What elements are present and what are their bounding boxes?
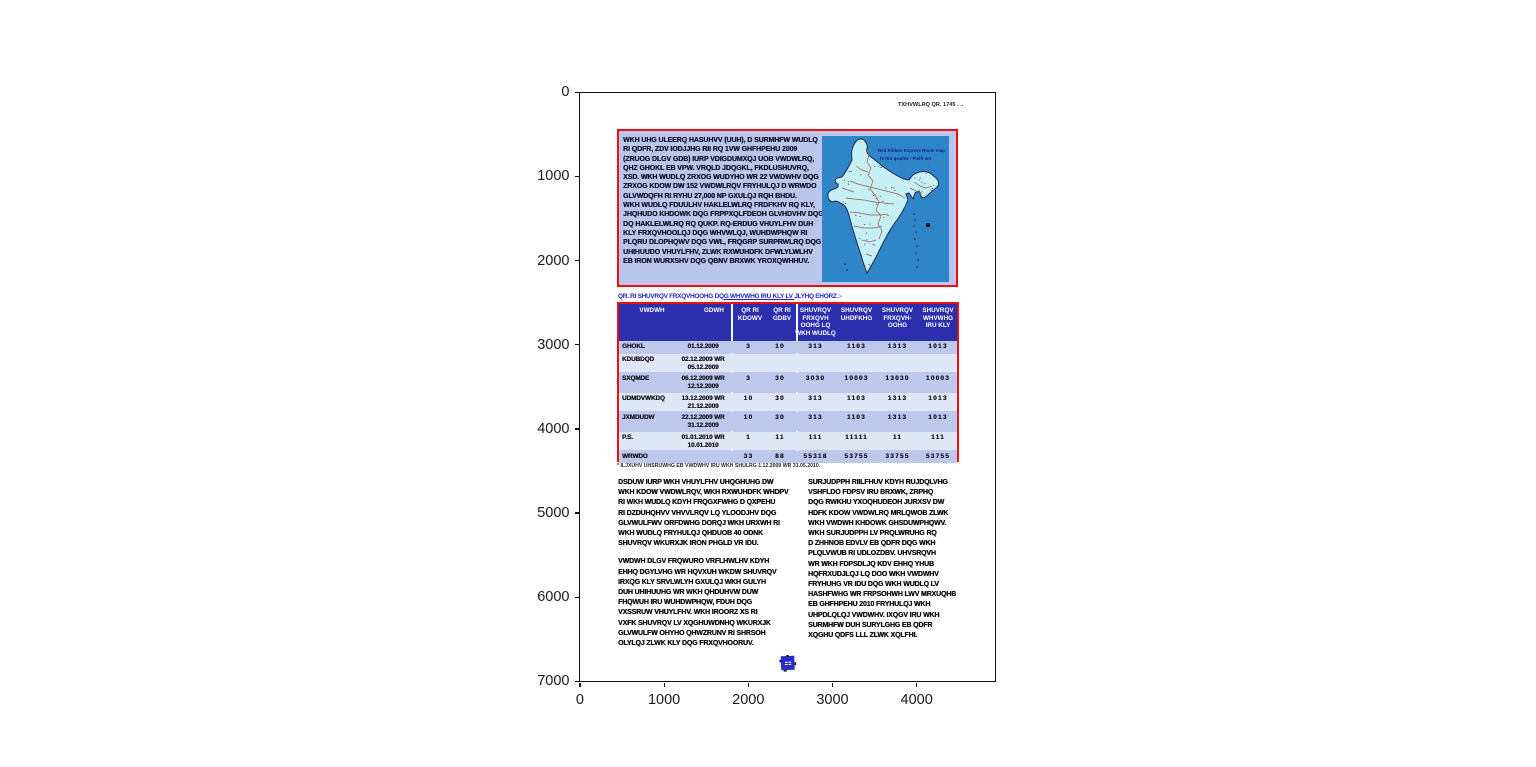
svg-text:fe ftru qwaftw - Pleffr wrt: fe ftru qwaftw - Pleffr wrt — [880, 156, 932, 161]
svg-text:Red Ribbon Express Route map: Red Ribbon Express Route map — [878, 148, 945, 153]
